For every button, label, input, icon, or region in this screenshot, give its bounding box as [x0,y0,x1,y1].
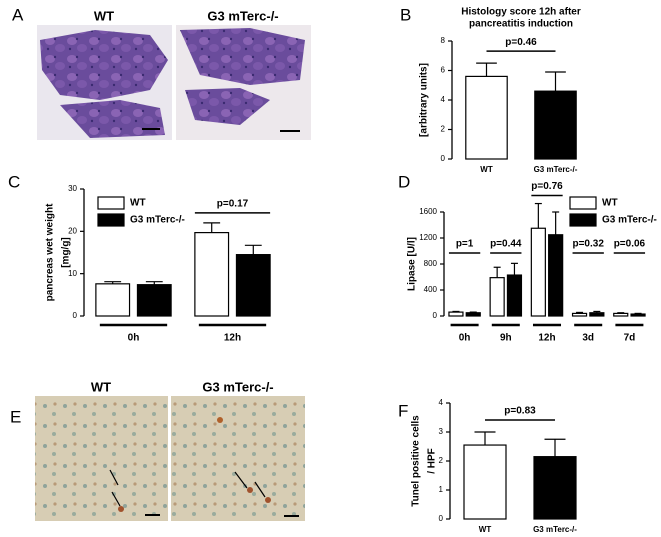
legend-label: G3 mTerc-/- [130,215,185,226]
legend-swatch [569,196,597,210]
y-tick-label: 8 [441,36,446,45]
panel-letter: E [10,407,21,426]
legend-swatch [569,213,597,227]
chart-title: Histology score 12h after [461,7,581,18]
panel-letter: A [12,5,24,24]
p-value: p=0.83 [504,406,536,417]
histology-image-g3 [176,25,311,140]
bar [530,227,546,317]
bar [489,277,505,317]
bar [548,234,564,317]
x-tick-label: 0h [128,333,140,344]
bar [613,312,629,317]
x-tick-label: WT [479,525,492,534]
x-tick-label: G3 mTerc-/- [534,165,578,174]
p-value: p=1 [456,239,474,250]
x-tick-label: G3 mTerc-/- [533,525,577,534]
x-tick-label: 3d [582,333,594,344]
panel-letter: F [398,401,408,420]
legend-label: G3 mTerc-/- [602,215,657,226]
x-tick-label: 12h [224,333,241,344]
x-tick-label: WT [480,165,493,174]
image-label: G3 mTerc-/- [202,379,273,394]
y-tick-label: 2 [439,456,444,465]
y-axis-label: [arbitrary units] [419,63,430,137]
y-axis-label: pancreas wet weight [45,203,56,301]
legend-label: WT [602,198,618,209]
y-tick-label: 10 [68,269,77,278]
y-tick-label: 1600 [419,207,437,216]
bar [95,283,131,317]
x-tick-label: 0h [459,333,471,344]
y-tick-label: 4 [439,398,444,407]
y-tick-label: 1 [439,485,444,494]
image-label: G3 mTerc-/- [207,8,278,23]
p-value: p=0.17 [217,199,249,210]
panel-letter: C [8,172,20,191]
tunel-image-g3 [171,396,305,521]
image-label: WT [94,8,114,23]
y-tick-label: 4 [441,95,446,104]
x-tick-label: 12h [538,333,555,344]
y-tick-label: 30 [68,184,77,193]
p-value: p=0.76 [531,181,563,192]
y-tick-label: 0 [441,154,446,163]
y-tick-label: 0 [73,311,78,320]
y-tick-label: 400 [424,285,438,294]
y-axis-label: Tunel positive cells [411,415,422,507]
panel-letter: B [400,5,411,24]
legend-swatch [97,213,125,227]
y-axis-label: [mg/g] [61,237,72,268]
bar [589,312,605,317]
histology-image-wt [37,25,172,140]
y-tick-label: 800 [424,259,438,268]
y-tick-label: 2 [441,125,446,134]
bar [463,444,507,520]
legend-swatch [97,196,125,210]
bar [630,313,646,317]
p-value: p=0.06 [614,239,646,250]
p-value: p=0.44 [490,239,522,250]
chart-title: pancreatitis induction [469,19,573,30]
bar [571,312,588,317]
image-label: WT [91,379,111,394]
panel-letter: D [398,172,410,191]
p-value: p=0.46 [505,37,537,48]
bar [448,311,464,317]
tunel-image-wt [35,396,168,521]
bar [235,254,271,317]
x-tick-label: 7d [624,333,636,344]
y-axis-label: Lipase [U/l] [407,237,418,291]
bar [136,284,172,317]
y-tick-label: 3 [439,427,444,436]
bar [194,232,230,317]
y-tick-label: 0 [439,514,444,523]
bar [465,312,481,317]
y-tick-label: 1200 [419,233,437,242]
bar [465,75,508,160]
p-value: p=0.32 [572,239,604,250]
bar [534,90,577,160]
y-axis-label: / HPF [427,448,438,474]
y-tick-label: 6 [441,66,446,75]
y-tick-label: 0 [433,311,438,320]
x-tick-label: 9h [500,333,512,344]
y-tick-label: 20 [68,226,77,235]
bar [533,456,577,520]
bar [506,274,523,317]
legend-label: WT [130,198,146,209]
